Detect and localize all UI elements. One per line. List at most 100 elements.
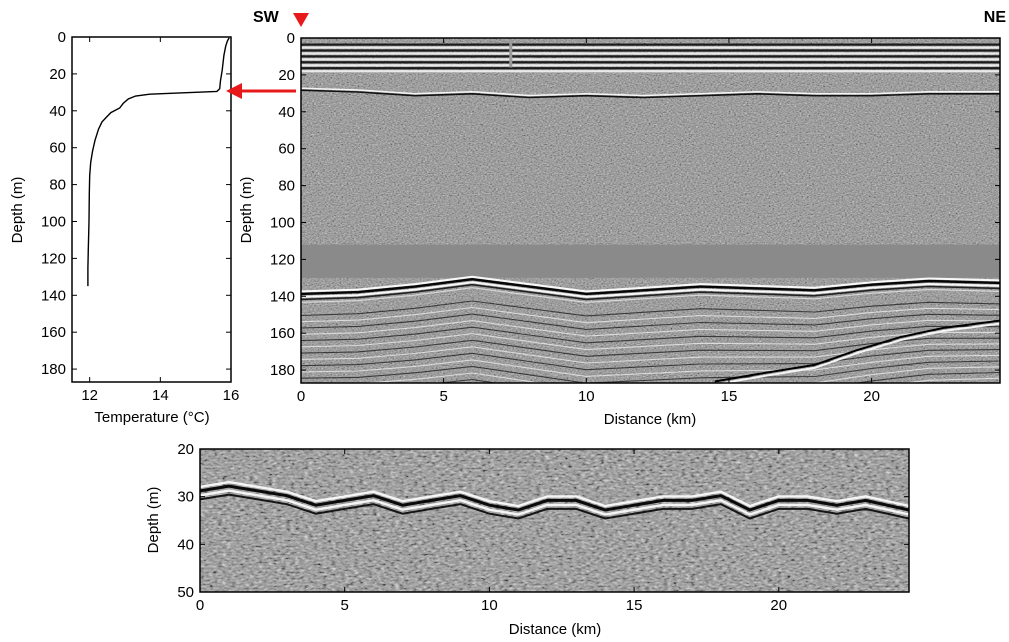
sub-bottom-layer	[301, 349, 1000, 371]
temperature-plot-frame	[71, 36, 232, 383]
seismic-reflectors	[301, 87, 1000, 304]
seafloor-reflector	[301, 287, 1000, 304]
y-tick-label: 60	[49, 140, 66, 157]
sub-bottom-layer	[301, 313, 1000, 330]
zoom-plot-frame	[199, 448, 910, 593]
seismic-zoom-panel: 20 30 40 50 0 5 10 15 20 Depth (m) Distance (km…	[145, 441, 910, 638]
seismic-y-ticks: 0 20 40 60 80 100 120 140 160 180	[270, 30, 1000, 379]
x-tick-label: 10	[481, 597, 498, 614]
temperature-x-ticks: 12 14 16	[81, 37, 239, 404]
surface-band	[301, 70, 1000, 73]
trace-gap	[509, 41, 513, 68]
sub-bottom-layers	[301, 300, 1000, 383]
start-marker-triangle	[293, 13, 309, 27]
deep-reflector	[717, 322, 1000, 383]
y-tick-label: 180	[41, 361, 66, 378]
y-tick-label: 40	[49, 103, 66, 120]
y-tick-label: 80	[278, 178, 295, 195]
zoom-y-axis-label: Depth (m)	[145, 487, 162, 554]
y-tick-label: 100	[270, 214, 295, 231]
surface-band	[301, 52, 1000, 55]
thermocline-reflector	[200, 489, 909, 516]
seismic-noise	[301, 38, 1000, 383]
sub-bottom-layer	[301, 354, 1000, 377]
temperature-y-axis-label: Depth (m)	[9, 177, 26, 244]
surface-band	[301, 67, 1000, 70]
sub-bottom-layer	[301, 360, 1000, 383]
y-tick-label: 20	[49, 66, 66, 83]
deep-reflector	[714, 319, 1000, 383]
zoom-y-ticks: 20 30 40 50	[177, 441, 909, 601]
y-tick-label: 140	[270, 288, 295, 305]
x-tick-label: 12	[81, 387, 98, 404]
sea-surface-bands	[301, 41, 1000, 73]
y-tick-label: 120	[270, 251, 295, 268]
y-tick-label: 40	[177, 536, 194, 553]
thermocline-reflector	[301, 87, 1000, 97]
surface-band	[301, 55, 1000, 58]
surface-band	[301, 43, 1000, 46]
zoom-reflectors	[200, 480, 909, 520]
x-tick-label: 0	[297, 388, 305, 405]
x-tick-label: 20	[863, 388, 880, 405]
sub-bottom-layer	[301, 300, 1000, 317]
sub-bottom-layer	[301, 337, 1000, 357]
x-tick-label: 20	[770, 597, 787, 614]
y-tick-label: 40	[278, 104, 295, 121]
x-tick-label: 16	[223, 387, 240, 404]
zoom-x-ticks: 0 5 10 15 20	[196, 449, 787, 614]
thermocline-reflector	[200, 484, 909, 512]
direction-sw-label: SW	[253, 9, 280, 26]
y-tick-label: 0	[287, 30, 295, 47]
y-tick-label: 80	[49, 177, 66, 194]
x-tick-label: 15	[626, 597, 643, 614]
thermocline-arrow	[226, 83, 296, 99]
seismic-x-axis-label: Distance (km)	[604, 411, 697, 428]
y-tick-label: 100	[41, 213, 66, 230]
zoom-x-axis-label: Distance (km)	[509, 621, 602, 638]
temperature-x-axis-label: Temperature (°C)	[94, 409, 209, 426]
temperature-y-ticks: 0 20 40 60 80 100 120 140 160 180	[41, 29, 231, 378]
x-tick-label: 5	[341, 597, 349, 614]
y-tick-label: 0	[58, 29, 66, 46]
thermocline-reflector	[200, 493, 909, 520]
seafloor-reflector	[301, 283, 1000, 301]
temperature-profile-line	[87, 37, 230, 287]
seismic-plot-frame	[300, 37, 1001, 384]
sub-bottom-layer	[301, 331, 1000, 351]
y-tick-label: 160	[41, 324, 66, 341]
y-tick-label: 160	[270, 325, 295, 342]
y-tick-label: 180	[270, 362, 295, 379]
y-tick-label: 50	[177, 584, 194, 601]
seismic-y-axis-label: Depth (m)	[238, 177, 255, 244]
surface-band	[301, 64, 1000, 67]
x-tick-label: 15	[721, 388, 738, 405]
temperature-panel: 0 20 40 60 80 100 120 140 160 180 12 14 16 Depth (m…	[9, 29, 239, 426]
sub-bottom-layer	[301, 325, 1000, 344]
y-tick-label: 60	[278, 141, 295, 158]
surface-band	[301, 49, 1000, 52]
direction-ne-label: NE	[984, 9, 1007, 26]
y-tick-label: 20	[177, 441, 194, 458]
thermocline-reflector	[200, 480, 909, 508]
seafloor-reflector	[301, 281, 1000, 298]
x-tick-label: 0	[196, 597, 204, 614]
seafloor-reflector	[301, 275, 1000, 293]
y-tick-label: 20	[278, 67, 295, 84]
zoom-noise	[200, 449, 909, 592]
muted-zone	[301, 244, 1000, 278]
thermocline-reflector	[301, 89, 1000, 99]
surface-band	[301, 58, 1000, 61]
seismic-x-ticks: 0 5 10 15 20	[297, 38, 880, 405]
y-tick-label: 120	[41, 250, 66, 267]
y-tick-label: 140	[41, 287, 66, 304]
seafloor-reflector	[301, 277, 1000, 296]
x-tick-label: 14	[152, 387, 169, 404]
sub-bottom-layer	[301, 306, 1000, 324]
surface-band	[301, 46, 1000, 49]
sub-bottom-layer	[301, 319, 1000, 337]
surface-band	[301, 61, 1000, 64]
sub-bottom-layer	[360, 366, 1000, 383]
x-tick-label: 5	[439, 388, 447, 405]
